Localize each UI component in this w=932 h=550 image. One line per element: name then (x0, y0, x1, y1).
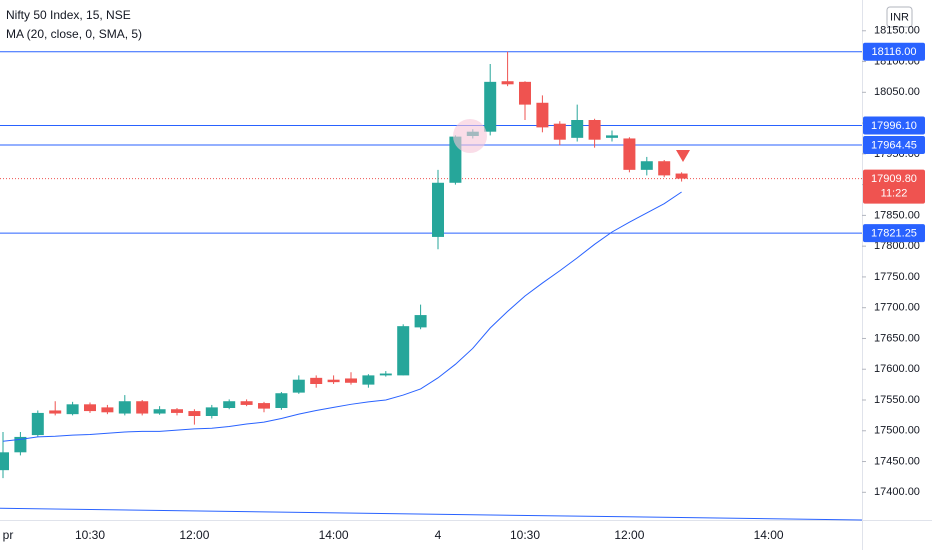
last-price-label: 17909.80 (871, 173, 917, 185)
y-tick-label: 17850.00 (874, 209, 920, 221)
candle-body (240, 401, 253, 405)
candle-body (397, 326, 410, 376)
indicator-legend: MA (20, close, 0, SMA, 5) (6, 27, 142, 41)
level-label: 18116.00 (871, 46, 916, 58)
last-price-box (863, 169, 925, 204)
candle-body (14, 436, 27, 453)
candle-body (379, 373, 392, 376)
candle-body (188, 411, 201, 416)
highlight-marker (453, 119, 487, 153)
candle-body (136, 401, 149, 414)
candle-body (171, 409, 183, 413)
candle-body (345, 378, 357, 383)
candle-body (101, 407, 114, 413)
chart-title: Nifty 50 Index, 15, NSE (6, 8, 131, 22)
currency-label[interactable]: INR (890, 11, 909, 23)
candle-body (675, 173, 688, 179)
candle-body (588, 120, 601, 140)
y-tick-label: 17400.00 (874, 486, 920, 498)
x-tick-label: 12:00 (614, 528, 644, 542)
candle-body (118, 401, 131, 414)
y-tick-label: 17750.00 (874, 271, 920, 283)
candle-body (519, 81, 531, 105)
y-tick-label: 17700.00 (874, 302, 920, 314)
level-box (863, 116, 925, 135)
candle-body (432, 182, 444, 237)
x-tick-label: 10:30 (75, 528, 105, 542)
x-tick-label: 12:00 (179, 528, 209, 542)
candle-body (153, 409, 166, 414)
candle-body (414, 315, 427, 328)
candle-body (84, 404, 96, 412)
candle-body (362, 375, 375, 385)
candle-body (327, 379, 340, 383)
level-box (863, 42, 925, 61)
candle-body (275, 393, 288, 408)
plot-area (0, 51, 863, 521)
candle-body (223, 401, 236, 408)
candle-body (484, 81, 497, 132)
level-label: 17964.45 (871, 139, 917, 151)
y-tick-label: 17800.00 (874, 240, 920, 252)
candle-body (536, 102, 549, 128)
candle-body (640, 161, 653, 170)
candle-body (623, 138, 636, 170)
y-tick-label: 17600.00 (874, 363, 920, 375)
currency-button[interactable] (886, 6, 913, 28)
candle-body (258, 403, 270, 409)
candle-body (205, 407, 218, 416)
candle-body (310, 377, 323, 384)
y-tick-label: 17450.00 (874, 455, 920, 467)
y-tick-label: 18150.00 (874, 25, 920, 37)
axis-labels: 17400.00 17450.00 17500.00 17550.00 17600.00… (3, 25, 925, 542)
x-tick-label: 14:00 (754, 528, 784, 542)
y-tick-label: 17550.00 (874, 394, 920, 406)
signal-arrow (676, 150, 690, 162)
level-box (863, 224, 925, 243)
candle-body (501, 81, 514, 85)
countdown-label: 11:22 (881, 187, 908, 199)
x-tick-label: 4 (435, 528, 442, 542)
level-box (863, 135, 925, 154)
y-tick-label: 17650.00 (874, 332, 920, 344)
trend-line (0, 507, 863, 521)
candle-body (571, 120, 584, 138)
candle-body (49, 410, 62, 414)
x-tick-label: 10:30 (510, 528, 540, 542)
candle-body (606, 135, 618, 138)
ma-line (2, 191, 682, 442)
level-label: 17821.25 (871, 227, 917, 239)
candle-body (658, 161, 671, 176)
candle-body (553, 123, 566, 140)
candle-body (0, 452, 9, 471)
candle-body (292, 379, 305, 393)
x-tick-label: 14:00 (319, 528, 349, 542)
y-tick-label: 17500.00 (874, 425, 920, 437)
y-tick-label: 18050.00 (874, 86, 920, 98)
candle-body (31, 412, 44, 436)
level-label: 17996.10 (871, 120, 917, 132)
candle-body (66, 404, 79, 415)
x-tick-label: pr (3, 528, 14, 542)
